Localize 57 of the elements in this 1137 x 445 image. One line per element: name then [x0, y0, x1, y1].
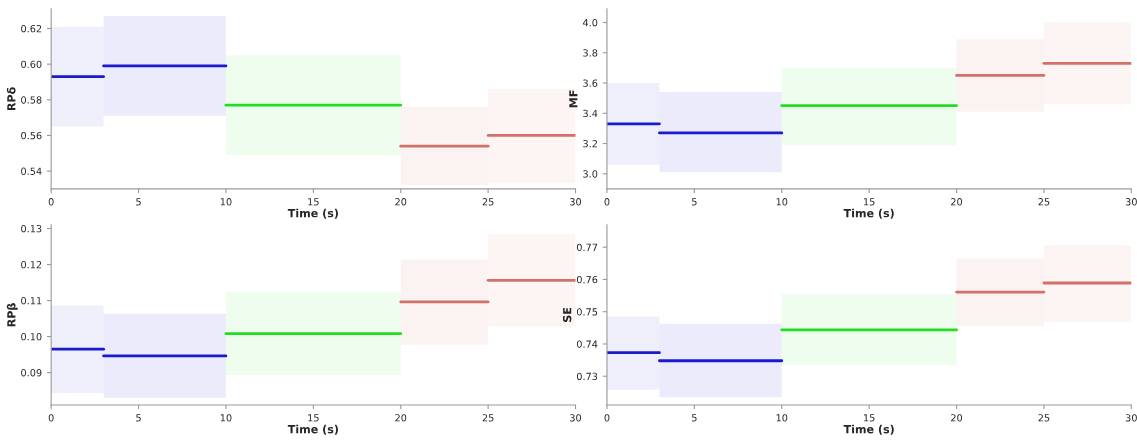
y-tick-label: 0.73	[576, 372, 598, 381]
y-tick-label: 3.2	[583, 140, 597, 148]
x-axis-title: Time (s)	[843, 424, 894, 435]
y-tick-label: 0.74	[576, 340, 598, 348]
y-tick-label: 0.77	[576, 243, 598, 252]
x-tick-label: 15	[864, 414, 875, 422]
x-tick-label: 20	[951, 198, 963, 206]
y-tick-label: 0.54	[21, 167, 42, 175]
x-tick-label: 30	[1125, 414, 1137, 422]
x-tick-label: 0	[48, 414, 54, 422]
y-tick-label: 0.62	[21, 24, 42, 33]
y-tick-label: 4.0	[582, 18, 598, 27]
x-tick-label: 10	[776, 198, 788, 206]
y-tick-label: 3.4	[583, 109, 598, 118]
y-tick-label: 0.12	[21, 261, 42, 269]
x-tick-label: 10	[776, 414, 788, 422]
x-tick-label: 10	[220, 198, 232, 206]
y-axis-title: RPβ	[6, 303, 18, 327]
y-axis-title: MF	[569, 90, 578, 108]
x-tick-label: 5	[136, 414, 141, 422]
x-axis-title: Time (s)	[287, 208, 338, 219]
x-tick-label: 25	[482, 198, 494, 206]
x-tick-label: 20	[395, 414, 407, 422]
y-axis-title: SE	[562, 307, 572, 322]
x-tick-label: 30	[570, 198, 582, 206]
x-tick-label: 10	[220, 414, 232, 422]
x-tick-label: 0	[48, 198, 54, 206]
x-axis-title: Time (s)	[843, 208, 894, 219]
y-tick-label: 0.13	[21, 225, 42, 233]
x-tick-label: 20	[395, 198, 407, 206]
x-tick-label: 0	[604, 414, 610, 422]
y-tick-label: 0.75	[576, 308, 598, 316]
x-tick-label: 5	[136, 198, 141, 206]
y-tick-label: 0.76	[576, 275, 598, 284]
x-tick-label: 20	[951, 414, 963, 422]
x-axis-title: Time (s)	[287, 424, 338, 435]
y-tick-label: 0.11	[21, 297, 42, 305]
y-tick-label: 0.10	[21, 333, 42, 341]
x-tick-label: 30	[1125, 198, 1137, 206]
x-tick-label: 25	[1038, 414, 1050, 422]
y-tick-label: 3.6	[583, 79, 598, 87]
y-tick-label: 3.0	[583, 170, 598, 178]
x-tick-label: 15	[308, 198, 319, 206]
y-tick-label: 3.8	[583, 49, 598, 57]
y-axis-title: RPδ	[6, 87, 16, 111]
x-tick-label: 15	[864, 198, 875, 206]
y-tick-label: 0.09	[21, 369, 42, 377]
x-tick-label: 25	[482, 414, 494, 422]
y-tick-label: 0.60	[21, 60, 42, 68]
x-tick-label: 5	[692, 414, 697, 422]
y-tick-label: 0.56	[21, 131, 42, 140]
x-tick-label: 25	[1038, 198, 1050, 206]
x-tick-label: 0	[604, 198, 610, 206]
x-tick-label: 5	[692, 198, 697, 206]
y-tick-label: 0.58	[21, 96, 42, 104]
x-tick-label: 30	[570, 414, 582, 422]
x-tick-label: 15	[308, 414, 319, 422]
